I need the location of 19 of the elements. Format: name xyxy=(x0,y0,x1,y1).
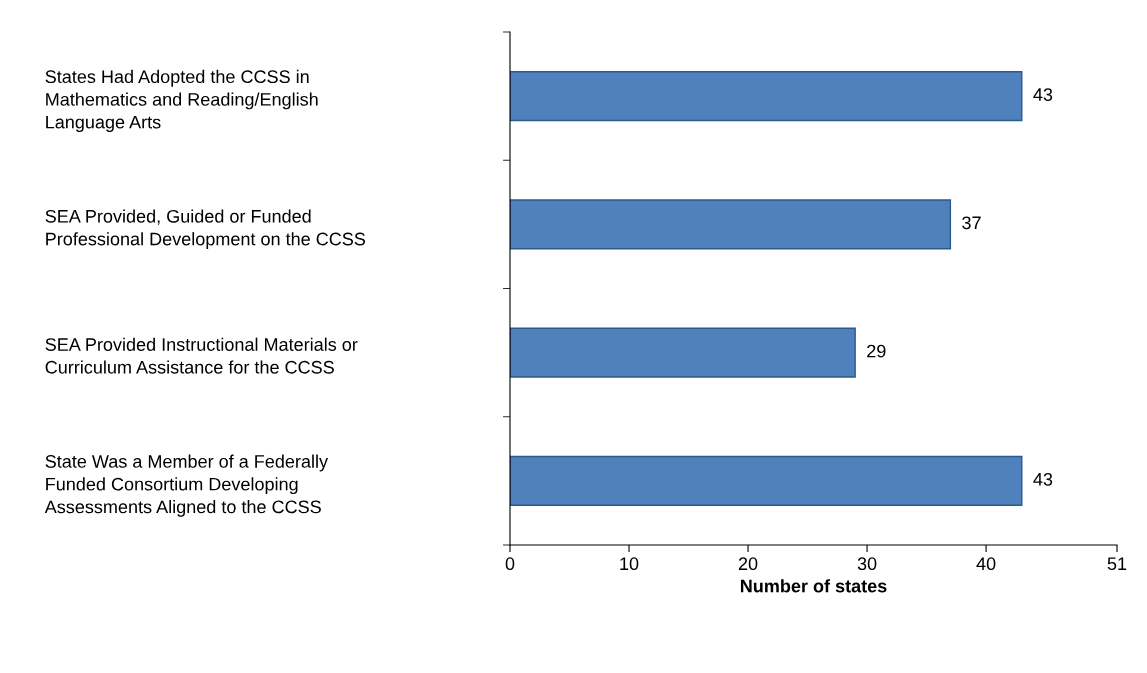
data-label: 29 xyxy=(867,344,886,358)
y-tick-label: SEA Provided, Guided or Funded Professional Development on the CCSS xyxy=(45,209,366,249)
x-tick-label: 30 xyxy=(857,557,877,571)
data-label: 43 xyxy=(1033,88,1053,101)
x-tick-label: 20 xyxy=(738,557,758,571)
x-tick-label: 0 xyxy=(505,557,515,571)
bar xyxy=(510,455,1023,506)
bar xyxy=(510,327,856,378)
x-tick-label: 51 xyxy=(1107,557,1127,571)
x-axis-title: Number of states xyxy=(740,579,887,593)
data-label: 37 xyxy=(962,216,981,230)
bar xyxy=(510,199,952,250)
data-label: 43 xyxy=(1033,472,1053,486)
bar xyxy=(510,71,1023,122)
y-tick-label: SEA Provided Instructional Materials or Curriculum Assistance for the CCSS xyxy=(45,337,358,374)
y-tick-label: State Was a Member of a Federally Funded Consortium Developing Assessments Aligned to the CCSS xyxy=(44,454,328,517)
y-tick-label: States Had Adopted the CCSS in Mathematics and Reading/English Language Arts xyxy=(45,69,318,133)
x-tick-label: 10 xyxy=(620,557,639,571)
x-tick-label: 40 xyxy=(976,557,996,571)
